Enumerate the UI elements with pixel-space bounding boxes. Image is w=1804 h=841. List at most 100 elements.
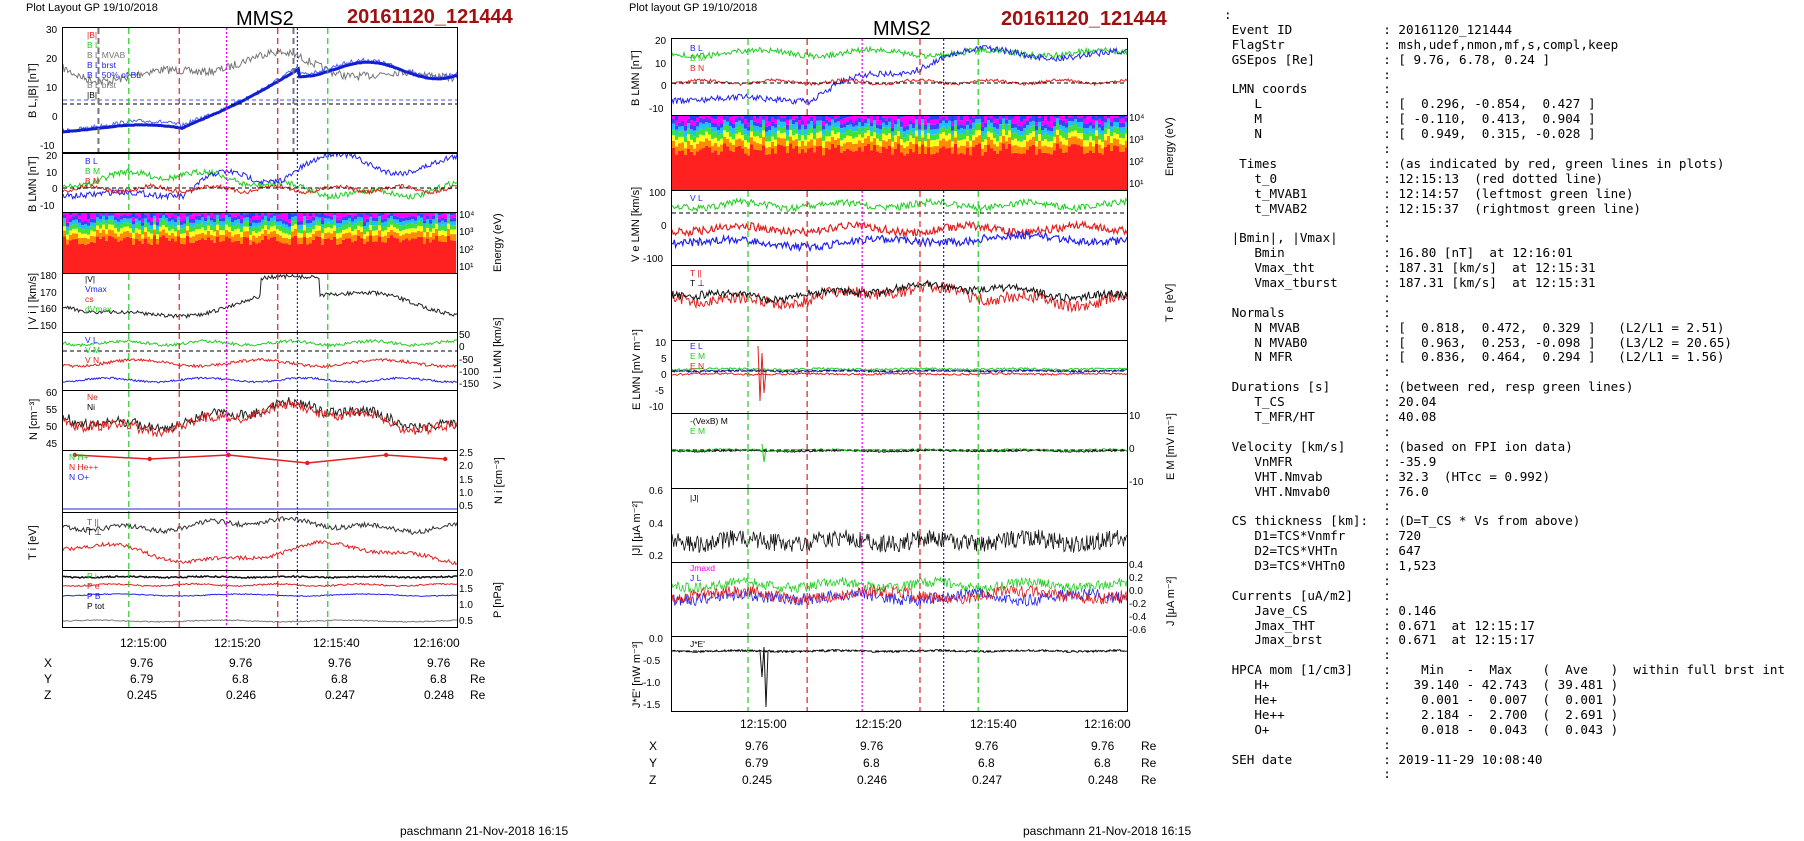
left-spectrogram-band <box>162 229 166 236</box>
right-spectrogram-band <box>840 119 844 125</box>
left-spectrogram-band <box>393 227 397 232</box>
left-spectrogram-band <box>186 213 190 214</box>
right-spectrogram-band <box>942 146 946 190</box>
right-spectrogram-band <box>1047 121 1051 127</box>
left-spectrogram-band <box>303 216 307 221</box>
right-spectrogram-band <box>981 126 985 131</box>
right-spectrogram-band <box>906 134 910 141</box>
right-spectrogram-band <box>729 121 733 126</box>
left-spectrogram-band <box>111 215 115 221</box>
left-spectrogram-band <box>381 219 385 223</box>
right-spectrogram-band <box>735 146 739 190</box>
right-spectrogram-band <box>696 131 700 138</box>
left-spectrogram-band <box>285 243 289 273</box>
ve-l-line <box>672 196 1127 214</box>
right-spectrogram-band <box>714 119 718 124</box>
right-spectrogram-band <box>675 125 679 130</box>
right-spectrogram-band <box>1059 119 1063 125</box>
right-spectrogram-band <box>1002 116 1006 119</box>
left-spectrogram-band <box>117 236 121 242</box>
left-spectrogram-band <box>372 220 376 226</box>
right-spectrogram-band <box>1107 135 1111 145</box>
right-spectrogram-band <box>882 133 886 141</box>
right-spectrogram-band <box>1080 121 1084 128</box>
left-spectrogram-band <box>441 230 445 235</box>
left-spectrogram-band <box>306 213 310 217</box>
left-spectrogram-band <box>174 218 178 223</box>
right-spectrogram-band <box>879 116 883 121</box>
right-spectrogram-band <box>1020 116 1024 122</box>
left-spectrogram-band <box>108 219 112 225</box>
left-spectrogram-band <box>327 238 331 273</box>
left-spectrogram-band <box>198 229 202 234</box>
right-spectrogram-band <box>1044 145 1048 153</box>
left-time-tick-0: 12:15:00 <box>120 636 167 650</box>
right-spectrogram-band <box>924 134 928 141</box>
left-spectrogram-band <box>117 231 121 237</box>
right-spectrogram-band <box>756 118 760 123</box>
right-spectrogram-band <box>825 119 829 124</box>
left-spectrogram-band <box>258 215 262 220</box>
right-coord-value: 9.76 <box>1091 739 1115 753</box>
left-spectrogram-band <box>402 214 406 218</box>
right-spectrogram-band <box>744 128 748 135</box>
right-spectrogram-band <box>744 134 748 141</box>
left-spectrogram-band <box>255 213 259 217</box>
right-spectrogram-band <box>816 146 820 190</box>
left-spectrogram-band <box>276 214 280 219</box>
right-spectrogram-band <box>915 130 919 137</box>
right-spectrogram-band <box>828 125 832 131</box>
left-spectrogram-band <box>444 236 448 242</box>
summary-line: M : [ -0.110, 0.413, 0.904 ] <box>1224 111 1596 127</box>
e-legend-entry: E N <box>690 361 704 371</box>
left-spectrogram-band <box>348 218 352 223</box>
right-ytick-je: -1.5 <box>643 700 661 711</box>
right-spectrogram-band <box>735 133 739 140</box>
left-spectrogram-band <box>186 230 190 236</box>
left-spectrogram-band <box>267 225 271 230</box>
right-spectrogram-band <box>957 134 961 141</box>
right-spectrogram-band <box>1092 124 1096 129</box>
right-spectrogram-band <box>939 140 943 149</box>
left-spectrogram-band <box>144 222 148 228</box>
left-spectrogram-band <box>96 221 100 226</box>
left-spectrogram-band <box>390 230 394 236</box>
right-spectrogram-band <box>954 124 958 132</box>
right-spectrogram-band <box>681 142 685 151</box>
left-spectrogram-band <box>441 235 445 242</box>
left-spectrogram-band <box>63 226 67 231</box>
left-spectrogram-band <box>75 219 79 224</box>
right-spectrogram-band <box>792 119 796 125</box>
right-spectrogram-band <box>801 124 805 129</box>
left-spectrogram-band <box>102 215 106 221</box>
summary-line: D2=TCS*VHTn : 647 <box>1224 543 1422 559</box>
left-spectrogram-band <box>294 212 297 213</box>
left-spectrogram-band <box>213 243 217 273</box>
right-spectrogram-band <box>954 116 958 121</box>
left-spectrogram-band <box>231 225 235 231</box>
left-spectrogram-band <box>411 219 415 224</box>
left-spectrogram-band <box>252 222 256 227</box>
right-spectrogram-band <box>1110 142 1114 151</box>
right-spectrogram-band <box>879 152 883 190</box>
right-spectrogram-band <box>966 124 970 130</box>
right-spectrogram-band <box>990 118 994 123</box>
left-spectrogram-band <box>243 226 247 232</box>
right-spectrogram-band <box>1017 120 1021 126</box>
right-spectrogram-band <box>720 138 724 145</box>
left-spectrogram-band <box>78 218 82 223</box>
left-spectrogram-band <box>270 217 274 223</box>
right-spectrogram-band <box>768 146 772 155</box>
left-spectrogram-band <box>318 221 322 226</box>
left-spectrogram-band <box>357 229 361 236</box>
left-spectrogram-band <box>213 222 217 227</box>
right-spectrogram-band <box>1044 124 1048 129</box>
right-spectrogram-band <box>1101 121 1105 126</box>
left-spectrogram-band <box>417 220 421 226</box>
right-spectrogram-band <box>738 126 742 133</box>
left-spectrogram-band <box>126 236 130 273</box>
left-spectrogram-band <box>372 213 376 214</box>
right-spectrogram-band <box>693 142 697 149</box>
left-spectrogram-band <box>69 222 73 226</box>
